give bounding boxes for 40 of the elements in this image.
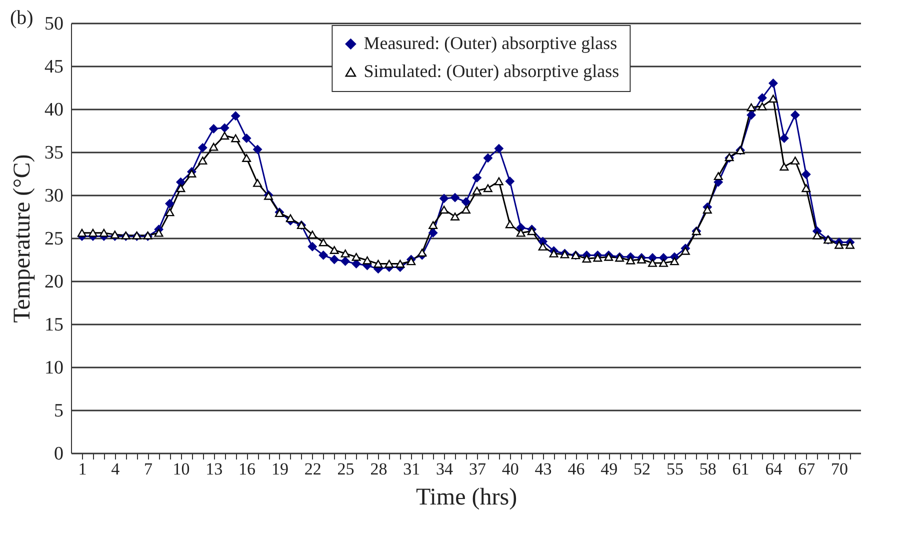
y-tick-label: 15 [44,314,64,336]
y-tick-label: 45 [44,56,64,78]
x-tick-label: 58 [699,460,716,478]
y-tick-label: 30 [44,186,64,206]
x-tick-label: 7 [144,460,154,478]
text: (b) [10,7,34,29]
x-tick-label: 52 [634,460,651,478]
x-tick-label: 16 [238,460,256,478]
y-tick-label: 10 [44,358,64,378]
x-tick-label: 40 [502,460,519,478]
legend-label: Measured: (Outer) absorptive glass [364,33,618,53]
y-axis-title: Temperature (°C) [10,154,36,323]
x-tick-label: 31 [403,460,420,478]
legend-label: Simulated: (Outer) absorptive glass [364,61,620,81]
x-tick-label: 34 [436,460,454,478]
x-tick-label: 19 [271,460,288,478]
x-tick-label: 55 [666,460,684,478]
x-tick-label: 25 [337,460,354,478]
x-tick-label: 43 [534,460,552,478]
x-tick-label: 22 [304,460,322,478]
x-tick-label: 67 [798,460,816,478]
x-axis-title: Time (hrs) [416,484,518,510]
y-tick-label: 0 [54,444,64,464]
x-tick-label: 49 [600,460,618,478]
x-tick-label: 28 [370,460,388,478]
x-tick-label: 4 [111,460,120,478]
x-tick-label: 46 [568,460,585,478]
y-tick-label: 20 [44,272,64,292]
x-tick-label: 13 [206,460,223,478]
x-tick-label: 37 [468,460,486,478]
x-tick-label: 70 [831,460,848,478]
x-tick-label: 10 [172,460,190,478]
x-tick-label: 64 [765,460,783,478]
y-tick-label: 5 [54,400,64,422]
y-tick-label: 25 [44,228,64,250]
y-tick-label: 35 [44,142,64,164]
y-tick-label: 40 [44,100,64,120]
x-tick-label: 1 [78,460,87,478]
x-tick-label: 61 [732,460,750,478]
y-tick-label: 50 [44,14,64,34]
